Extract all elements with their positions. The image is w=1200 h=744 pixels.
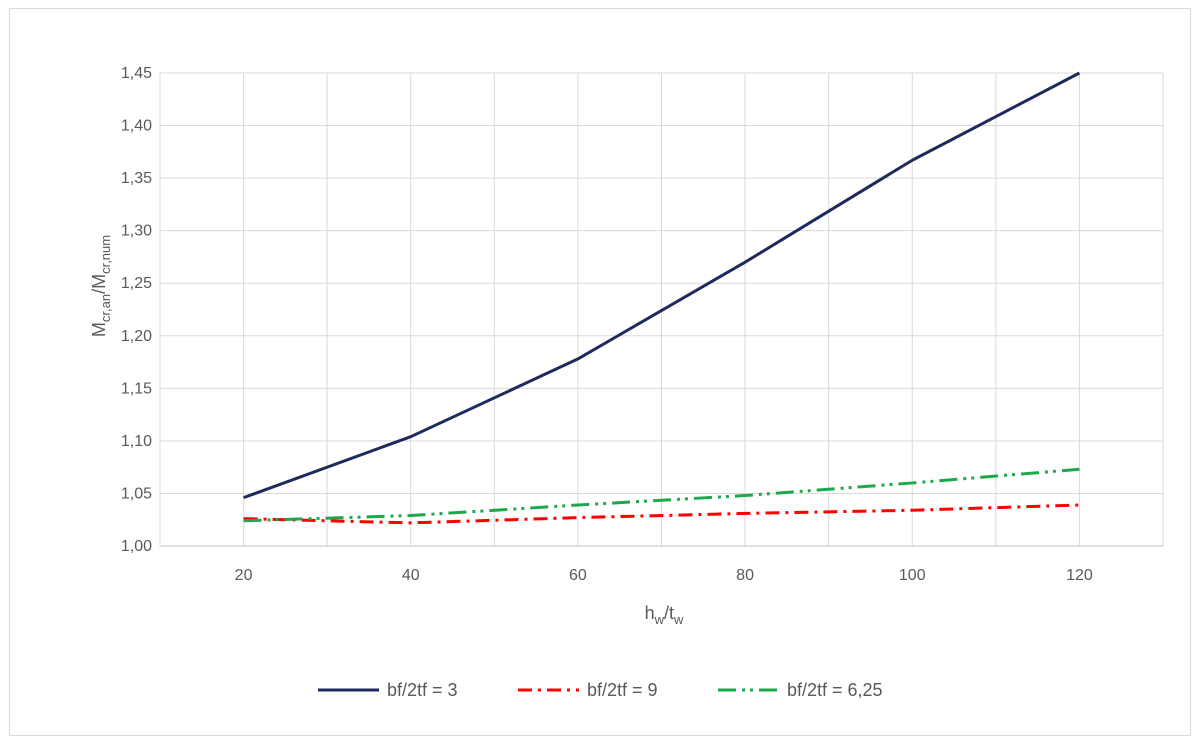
legend-label-bf2tf-9: bf/2tf = 9 [587,680,658,700]
x-tick-label: 100 [899,567,926,584]
legend: bf/2tf = 3 bf/2tf = 9 bf/2tf = 6,25 [318,680,883,700]
legend-label-bf2tf-6-25: bf/2tf = 6,25 [787,680,883,700]
y-tick-label: 1,30 [121,223,152,240]
x-axis-title-sub2: w [673,612,684,627]
line-chart: 1,00 1,05 1,10 1,15 1,20 1,25 1,30 1,35 1,40 1,45… [89,65,1164,700]
series-line-2 [243,467,1080,523]
x-axis-title-sub1: w [654,612,665,627]
x-tick-labels: 20 40 60 80 100 120 [235,567,1093,584]
legend-label-bf2tf-3: bf/2tf = 3 [387,680,458,700]
series-lines [243,71,1081,525]
x-tick-label: 120 [1066,567,1093,584]
x-tick-label: 80 [736,567,754,584]
y-tick-labels: 1,00 1,05 1,10 1,15 1,20 1,25 1,30 1,35 1,40 1,45 [121,65,152,555]
y-axis-title-sep: /M [89,274,109,294]
grid-lines [159,72,1164,546]
y-tick-label: 1,00 [121,538,152,555]
y-tick-label: 1,10 [121,433,152,450]
y-axis-title-main1: M [89,322,109,337]
y-tick-label: 1,35 [121,170,152,187]
y-tick-label: 1,20 [121,328,152,345]
y-tick-label: 1,05 [121,485,152,502]
x-axis-title-main: h [645,603,655,623]
y-tick-label: 1,40 [121,118,152,135]
y-tick-label: 1,15 [121,380,152,397]
y-axis-title: Mcr,an/Mcr,num [89,235,113,337]
x-tick-label: 60 [569,567,587,584]
x-tick-label: 40 [402,567,420,584]
y-tick-label: 1,45 [121,65,152,82]
series-line-1 [243,503,1080,525]
chart-frame: 1,00 1,05 1,10 1,15 1,20 1,25 1,30 1,35 1,40 1,45… [9,8,1191,736]
y-tick-label: 1,25 [121,275,152,292]
y-axis-title-sub1: cr,an [98,294,113,322]
x-axis-title: hw/tw [645,603,684,627]
series-line-0 [243,71,1081,500]
y-axis-title-sub2: cr,num [98,235,113,274]
x-tick-label: 20 [235,567,253,584]
x-axis-title-sep: /t [664,603,674,623]
